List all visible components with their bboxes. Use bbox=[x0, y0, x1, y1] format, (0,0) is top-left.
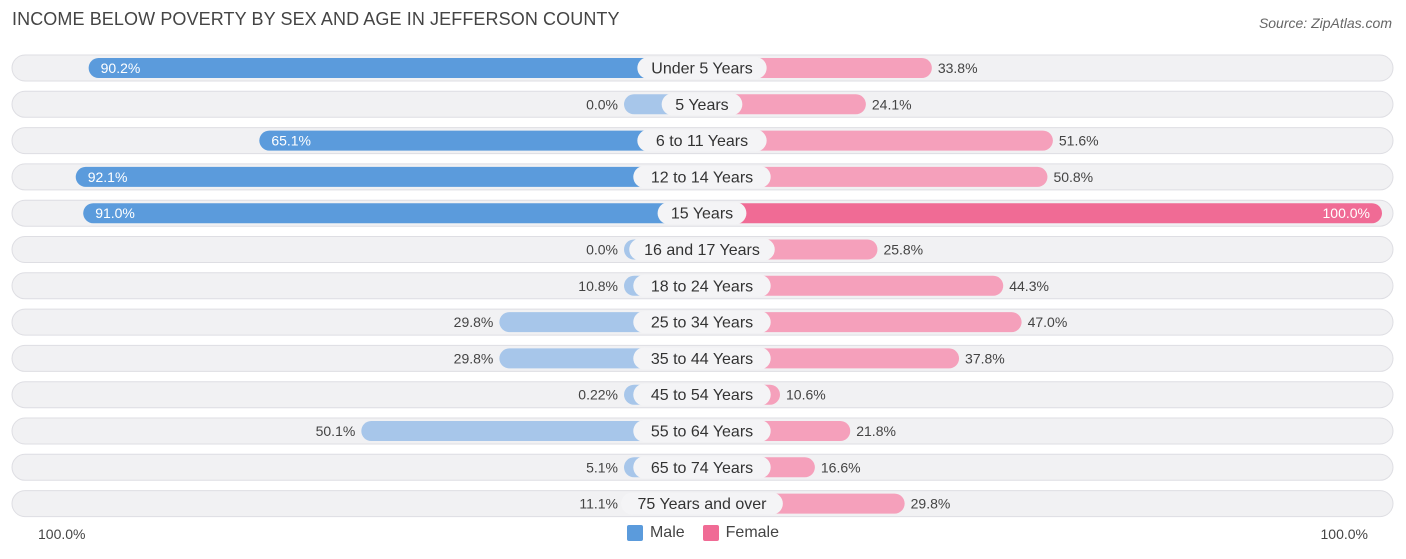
category-pill bbox=[633, 420, 771, 442]
male-value-label: 5.1% bbox=[586, 459, 618, 475]
female-bar bbox=[702, 130, 1053, 151]
female-swatch-icon bbox=[702, 525, 719, 541]
category-pill bbox=[657, 202, 747, 225]
category-pill bbox=[661, 93, 743, 116]
legend: Male Female bbox=[0, 524, 1406, 542]
female-bar bbox=[702, 166, 1048, 187]
category-label: Under 5 Years bbox=[651, 61, 752, 78]
category-label: 6 to 11 Years bbox=[656, 133, 748, 150]
category-label: 18 to 24 Years bbox=[651, 278, 753, 295]
category-label: 35 to 44 Years bbox=[651, 351, 753, 368]
category-label: 45 to 54 Years bbox=[651, 387, 753, 404]
category-pill bbox=[637, 57, 767, 79]
category-label: 25 to 34 Years bbox=[651, 315, 753, 332]
category-label: 5 Years bbox=[675, 97, 728, 114]
legend-item-male[interactable]: Male bbox=[626, 524, 685, 542]
female-value-label: 16.6% bbox=[821, 459, 861, 475]
chart-title: INCOME BELOW POVERTY BY SEX AND AGE IN J… bbox=[12, 9, 620, 29]
male-swatch-icon bbox=[626, 525, 643, 541]
male-value-label: 65.1% bbox=[271, 133, 311, 149]
female-value-label: 25.8% bbox=[883, 242, 923, 258]
female-value-label: 47.0% bbox=[1028, 314, 1068, 330]
female-bar bbox=[702, 275, 1004, 296]
category-pill bbox=[633, 311, 771, 334]
male-value-label: 0.0% bbox=[586, 96, 618, 112]
diverging-bar-chart: 90.2% 33.8% Under 5 Years 0.0% 24.1% 5 Years 6… bbox=[11, 54, 1394, 518]
male-value-label: 92.1% bbox=[88, 169, 128, 185]
legend-label-male: Male bbox=[649, 524, 685, 541]
female-value-label: 24.1% bbox=[872, 96, 912, 112]
category-pill bbox=[629, 238, 775, 261]
legend-label-female: Female bbox=[725, 524, 780, 541]
axis-right-label: 100.0% bbox=[1320, 526, 1368, 542]
legend-item-female[interactable]: Female bbox=[702, 524, 780, 542]
male-bar bbox=[88, 58, 702, 78]
male-bar bbox=[361, 421, 702, 441]
male-value-label: 91.0% bbox=[95, 205, 135, 221]
female-value-label: 51.6% bbox=[1059, 133, 1099, 149]
male-value-label: 29.8% bbox=[454, 350, 494, 366]
axis-left-label: 100.0% bbox=[38, 526, 86, 542]
category-pill bbox=[633, 383, 771, 406]
female-value-label: 37.8% bbox=[965, 350, 1005, 366]
male-bar bbox=[259, 130, 702, 151]
male-value-label: 90.2% bbox=[101, 60, 141, 76]
female-value-label: 33.8% bbox=[938, 60, 978, 76]
source-label: Source: ZipAtlas.com bbox=[1258, 15, 1392, 31]
category-pill bbox=[633, 165, 771, 188]
male-value-label: 0.22% bbox=[578, 387, 618, 403]
female-value-label: 10.6% bbox=[786, 387, 826, 403]
category-pill bbox=[633, 456, 771, 479]
category-label: 55 to 64 Years bbox=[651, 424, 753, 441]
category-pill bbox=[633, 274, 771, 297]
category-label: 16 and 17 Years bbox=[644, 242, 760, 259]
category-label: 12 to 14 Years bbox=[651, 169, 753, 186]
female-value-label: 44.3% bbox=[1009, 278, 1049, 294]
male-value-label: 0.0% bbox=[586, 242, 618, 258]
female-bar bbox=[702, 203, 1382, 224]
category-pill bbox=[621, 492, 783, 515]
male-bar bbox=[75, 166, 703, 187]
category-label: 65 to 74 Years bbox=[651, 460, 753, 477]
female-bar bbox=[702, 94, 866, 115]
category-pill bbox=[637, 129, 767, 152]
category-label: 75 Years and over bbox=[638, 496, 768, 513]
female-value-label: 50.8% bbox=[1053, 169, 1093, 185]
female-value-label: 29.8% bbox=[911, 496, 951, 512]
category-label: 15 Years bbox=[671, 206, 733, 223]
male-value-label: 50.1% bbox=[316, 423, 356, 439]
male-bar bbox=[83, 203, 702, 224]
female-bar bbox=[702, 312, 1022, 333]
male-value-label: 10.8% bbox=[578, 278, 618, 294]
male-value-label: 11.1% bbox=[579, 496, 618, 512]
female-value-label: 21.8% bbox=[856, 423, 896, 439]
female-value-label: 100.0% bbox=[1323, 205, 1370, 221]
male-value-label: 29.8% bbox=[454, 314, 494, 330]
category-pill bbox=[633, 347, 771, 370]
